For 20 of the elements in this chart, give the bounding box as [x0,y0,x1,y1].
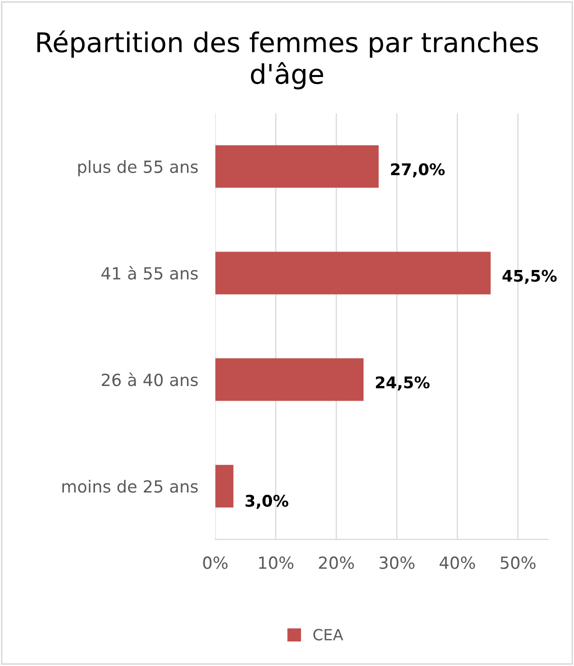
x-tick-label: 30% [380,556,414,570]
y-tick-label: 26 à 40 ans [102,372,198,386]
x-tick-label: 20% [319,556,354,570]
chart-title: Répartition des femmes par tranches d'âge [37,30,538,90]
y-tick-label: plus de 55 ans [78,160,198,176]
bar [215,464,234,508]
x-tick-label: 40% [440,556,475,570]
y-tick-label: moins de 25 ans [62,480,198,493]
bar [215,358,364,401]
x-tick-label: 10% [259,556,294,570]
data-label: 27,0% [391,163,445,178]
data-label: 45,5% [502,270,557,284]
data-label: 24,5% [376,376,430,390]
legend-label: CEA [313,628,344,640]
x-tick-label: 50% [500,556,536,570]
x-tick-label: 0% [203,556,228,570]
bar [215,252,491,294]
bar [215,145,379,188]
y-tick-label: 41 à 55 ans [101,266,198,280]
data-label: 3,0% [246,494,288,509]
